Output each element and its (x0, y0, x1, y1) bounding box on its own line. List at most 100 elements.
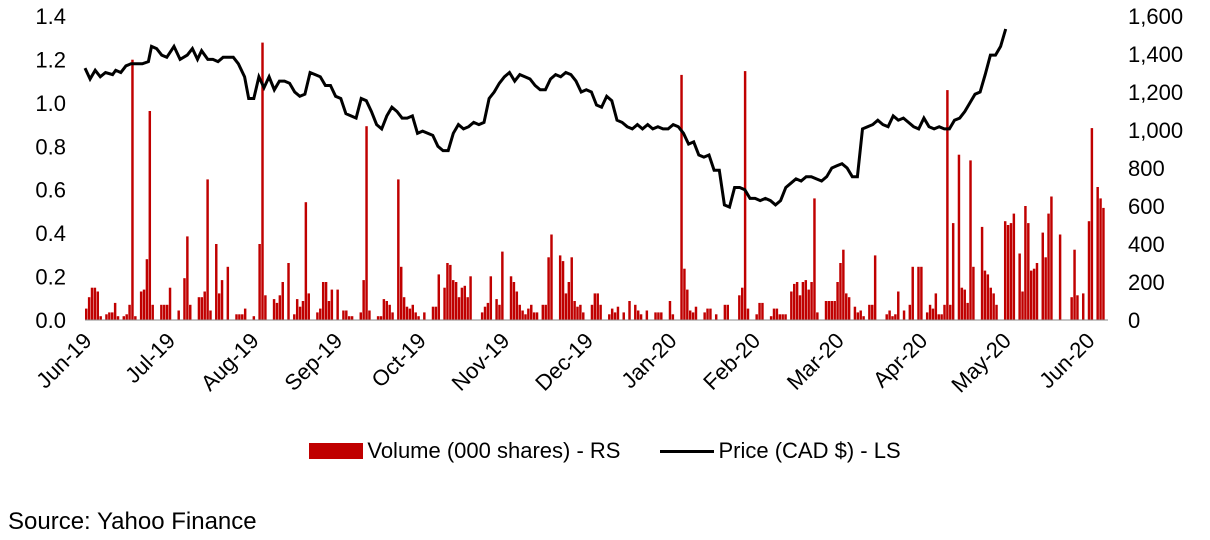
volume-bar (93, 287, 97, 320)
volume-bar (726, 304, 729, 320)
volume-bar (457, 297, 461, 320)
volume-bar (330, 289, 334, 320)
volume-bar (177, 310, 180, 320)
volume-bar (793, 283, 796, 320)
volume-bar (847, 297, 851, 320)
volume-bar (220, 280, 224, 320)
volume-bar (209, 310, 212, 320)
volume-bar (532, 312, 536, 320)
volume-bar (414, 312, 417, 320)
volume-bar (1009, 223, 1013, 320)
volume-bar (853, 306, 857, 320)
volume-bar (1070, 297, 1073, 320)
legend: Volume (000 shares) - RS Price (CAD $) -… (0, 436, 1210, 466)
volume-bar (134, 316, 137, 320)
volume-bar (105, 314, 108, 320)
x-tick-label: Aug-19 (196, 328, 264, 396)
volume-bar (365, 126, 368, 320)
volume-bar (862, 316, 865, 320)
volume-bar (87, 297, 91, 320)
volume-bar (845, 293, 848, 320)
volume-bar (579, 304, 582, 320)
volume-bar (576, 306, 579, 320)
volume-bar (599, 304, 602, 320)
volume-bar (463, 285, 467, 320)
volume-bar (657, 312, 660, 320)
volume-bar (743, 71, 747, 320)
volume-bar (668, 301, 672, 320)
volume-bar (1035, 263, 1039, 320)
volume-bar (298, 306, 302, 320)
volume-bar (293, 314, 296, 320)
volume-bar (449, 264, 452, 320)
volume-bar (714, 314, 718, 320)
volume-bar (1006, 225, 1010, 320)
volume-bar (431, 306, 435, 320)
volume-bar (304, 202, 308, 320)
volume-bar (931, 308, 935, 320)
volume-bar (116, 316, 120, 320)
volume-bar (359, 312, 362, 320)
volume-bar (402, 297, 406, 320)
volume-bar (928, 304, 932, 320)
volume-bar (645, 310, 649, 320)
volume-bar (327, 301, 331, 320)
volume-bar (758, 302, 761, 320)
volume-bar (515, 291, 519, 320)
volume-bar (691, 312, 695, 320)
volume-bars (85, 42, 1105, 321)
volume-bar (489, 276, 493, 320)
volume-bar (281, 282, 284, 320)
volume-bar (151, 304, 154, 320)
volume-bar (434, 306, 438, 320)
volume-bar (163, 304, 166, 320)
volume-bar (871, 304, 874, 320)
volume-bar (596, 293, 599, 320)
volume-bar (287, 263, 290, 320)
legend-volume: Volume (000 shares) - RS (309, 438, 620, 464)
right-tick-label: 600 (1128, 194, 1165, 219)
x-tick-label: Jul-19 (120, 328, 180, 388)
volume-bar (680, 74, 683, 321)
right-tick-label: 0 (1128, 308, 1140, 333)
volume-bar (535, 312, 539, 320)
right-axis: 0 200 400 600 800 1,000 1,200 1,400 1,600 (1128, 4, 1183, 333)
volume-bar (564, 293, 568, 320)
volume-bar (937, 314, 940, 320)
volume-bar (483, 306, 487, 320)
right-tick-label: 1,400 (1128, 42, 1183, 67)
volume-bar (1087, 221, 1091, 320)
left-axis: 0.0 0.2 0.4 0.6 0.8 1.0 1.2 1.4 (35, 4, 66, 333)
volume-bar (498, 304, 501, 320)
x-tick-label: Dec-19 (530, 328, 598, 396)
volume-bar (810, 282, 813, 320)
volume-bar (755, 314, 758, 320)
volume-bar (342, 310, 345, 320)
left-tick-label: 0.0 (35, 308, 66, 333)
volume-bar (1044, 257, 1047, 320)
volume-bar (992, 293, 995, 320)
volume-bar (142, 289, 146, 320)
volume-bar (316, 312, 319, 320)
volume-bar (122, 316, 126, 320)
volume-bar (362, 280, 365, 320)
volume-bar (324, 282, 328, 320)
volume-bar (960, 287, 964, 320)
volume-bar (686, 289, 689, 320)
volume-bar (1047, 213, 1050, 320)
volume-bar (1096, 187, 1099, 320)
volume-bar (417, 316, 420, 320)
volume-bar (911, 266, 914, 320)
volume-bar (873, 255, 877, 320)
volume-bar (830, 301, 834, 320)
volume-bar (951, 223, 955, 320)
volume-bar (550, 234, 553, 320)
volume-bar (399, 266, 403, 320)
volume-bar (775, 308, 779, 320)
volume-bar (1102, 207, 1105, 320)
volume-bar (980, 226, 984, 320)
volume-bar (113, 302, 117, 320)
volume-bar (379, 316, 383, 320)
volume-bar (891, 316, 894, 320)
volume-bar (989, 287, 992, 320)
